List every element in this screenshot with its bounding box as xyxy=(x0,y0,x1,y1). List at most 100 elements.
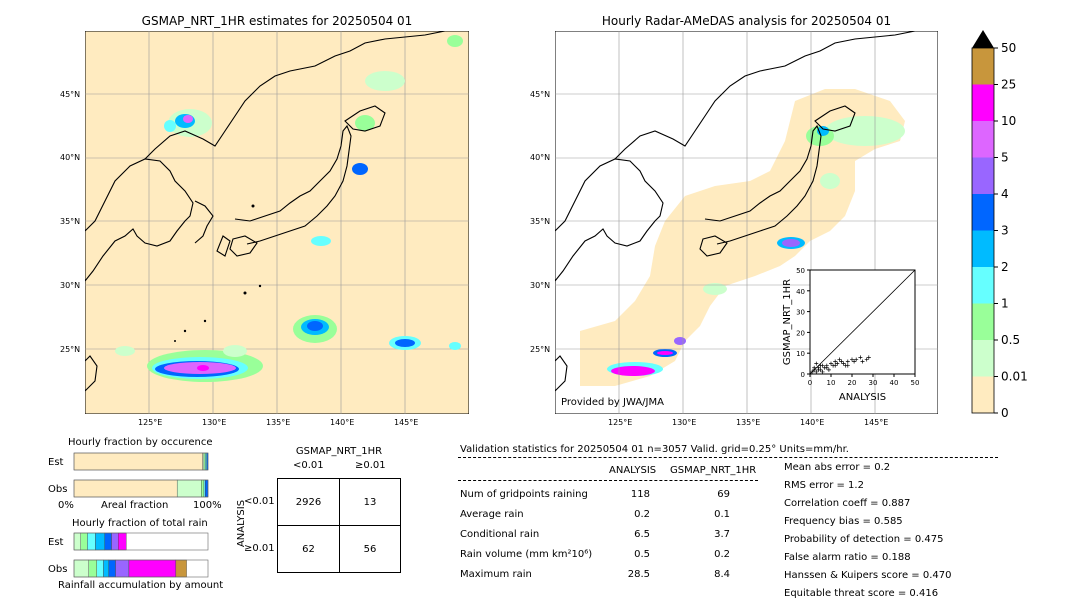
occurrence-x-max: 100% xyxy=(193,500,222,511)
scatter-inset: 0 10 20 30 40 50 0 10 20 30 40 50 ANALYSIS GSMAP_NRT… xyxy=(782,267,920,402)
colorbar-label: 1 xyxy=(1001,297,1009,311)
validation-header: Validation statistics for 20250504 01 n=… xyxy=(460,444,849,455)
fraction-bar-segment xyxy=(115,559,130,578)
stat-label-1: Average rain xyxy=(460,509,524,520)
stat-label-3: Rain volume (mm km²10⁶) xyxy=(460,549,593,560)
fraction-bar-segment xyxy=(95,532,106,551)
scatter-point xyxy=(820,369,825,374)
fraction-bar-segment xyxy=(201,479,205,498)
score-7: Equitable threat score = 0.416 xyxy=(784,588,939,599)
fraction-bar-segment xyxy=(128,559,177,578)
scatter-y-tick-label: 10 xyxy=(796,350,805,358)
validation-table-divider xyxy=(458,480,758,481)
fraction-bar-segment xyxy=(202,452,205,471)
validation-col-analysis: ANALYSIS xyxy=(609,465,657,476)
colorbar-label: 5 xyxy=(1001,151,1009,165)
fraction-bar-segment xyxy=(103,559,110,578)
right-lat-35: 35°N xyxy=(530,217,551,226)
scatter-point xyxy=(814,361,819,366)
scatter-diagonal xyxy=(809,269,916,375)
left-lon-135: 135°E xyxy=(266,418,291,427)
contingency-col-ge: ≥0.01 xyxy=(355,460,386,471)
left-lon-130: 130°E xyxy=(202,418,227,427)
fraction-bar-segment xyxy=(108,559,116,578)
left-lat-45: 45°N xyxy=(60,90,81,99)
scatter-point xyxy=(829,361,833,366)
colorbar-label: 50 xyxy=(1001,41,1016,55)
fraction-bar-segment xyxy=(203,452,206,471)
validation-divider xyxy=(458,457,998,458)
total-rain-title: Hourly fraction of total rain xyxy=(72,518,208,529)
stat-gsmap-2: 3.7 xyxy=(714,529,730,540)
colorbar-segment xyxy=(972,303,994,340)
scatter-point xyxy=(833,359,838,364)
colorbar: 50 25 10 5 4 3 2 1 0.5 0.01 0 xyxy=(971,30,1028,418)
scatter-point xyxy=(824,365,829,370)
colorbar-label: 0.01 xyxy=(1001,370,1028,384)
scatter-y-tick-label: 0 xyxy=(801,371,805,379)
left-lat-25: 25°N xyxy=(60,345,81,354)
fraction-bar-segment xyxy=(176,479,202,498)
occurrence-title: Hourly fraction by occurence xyxy=(68,437,213,448)
left-lat-35: 35°N xyxy=(60,217,81,226)
fraction-bar-segment xyxy=(111,532,119,551)
contingency-cell-01: 13 xyxy=(363,497,377,508)
validation-col-gsmap: GSMAP_NRT_1HR xyxy=(670,465,757,476)
scatter-x-tick-label: 20 xyxy=(848,379,857,387)
fraction-bar-segment xyxy=(73,452,203,471)
right-lat-25: 25°N xyxy=(530,345,551,354)
fraction-bar-segment xyxy=(104,532,112,551)
fraction-bar-segment xyxy=(205,479,209,498)
score-3: Frequency bias = 0.585 xyxy=(784,516,903,527)
left-map xyxy=(85,31,469,414)
occurrence-obs-label: Obs xyxy=(48,484,68,495)
scatter-point xyxy=(835,361,840,366)
fraction-bar-segment xyxy=(73,559,89,578)
occurrence-xlabel: Areal fraction xyxy=(101,500,169,511)
contingency-row-ge: ≥0.01 xyxy=(244,543,275,554)
contingency-grid: 2926 13 62 56 xyxy=(277,478,401,573)
scatter-point xyxy=(852,359,857,364)
fraction-bar-segment xyxy=(118,532,127,551)
stat-gsmap-0: 69 xyxy=(717,489,730,500)
colorbar-segment xyxy=(972,340,994,377)
scatter-point xyxy=(841,361,846,366)
colorbar-label: 0.5 xyxy=(1001,333,1020,347)
right-lon-125: 125°E xyxy=(608,418,633,427)
fraction-bar-frame xyxy=(73,532,209,551)
colorbar-extend-arrow xyxy=(972,30,994,48)
right-map-credit: Provided by JWA/JMA xyxy=(561,397,664,408)
total-rain-est-label: Est xyxy=(48,537,64,548)
fraction-bar-segment xyxy=(88,559,97,578)
stat-label-4: Maximum rain xyxy=(460,569,532,580)
scatter-point xyxy=(845,359,850,364)
colorbar-label: 25 xyxy=(1001,78,1016,92)
colorbar-label: 2 xyxy=(1001,260,1009,274)
scatter-x-tick-label: 50 xyxy=(911,379,920,387)
total-rain-bars xyxy=(73,532,209,578)
scatter-point xyxy=(826,367,831,372)
left-map-title: GSMAP_NRT_1HR estimates for 20250504 01 xyxy=(141,14,413,28)
score-6: Hanssen & Kuipers score = 0.470 xyxy=(784,570,952,581)
fraction-bar-segment xyxy=(96,559,104,578)
colorbar-label: 4 xyxy=(1001,187,1009,201)
left-lon-145: 145°E xyxy=(394,418,419,427)
total-rain-xlabel: Rainfall accumulation by amount xyxy=(58,580,224,591)
scatter-point xyxy=(858,355,863,360)
score-0: Mean abs error = 0.2 xyxy=(784,462,891,473)
scatter-ylabel: GSMAP_NRT_1HR xyxy=(782,279,793,365)
right-map-title: Hourly Radar-AMeDAS analysis for 2025050… xyxy=(601,14,892,28)
score-1: RMS error = 1.2 xyxy=(784,480,864,491)
fraction-bar-segment xyxy=(205,452,207,471)
scatter-point xyxy=(860,359,865,364)
right-lon-130: 130°E xyxy=(672,418,697,427)
colorbar-segment xyxy=(972,157,994,194)
contingency-row-lt: <0.01 xyxy=(244,496,275,507)
right-lat-40: 40°N xyxy=(530,153,551,162)
score-4: Probability of detection = 0.475 xyxy=(784,534,944,545)
scatter-point xyxy=(833,363,838,368)
colorbar-label: 0 xyxy=(1001,406,1009,418)
total-rain-obs-label: Obs xyxy=(48,564,68,575)
fraction-bar-segment xyxy=(175,559,187,578)
scatter-x-tick-label: 40 xyxy=(890,379,899,387)
